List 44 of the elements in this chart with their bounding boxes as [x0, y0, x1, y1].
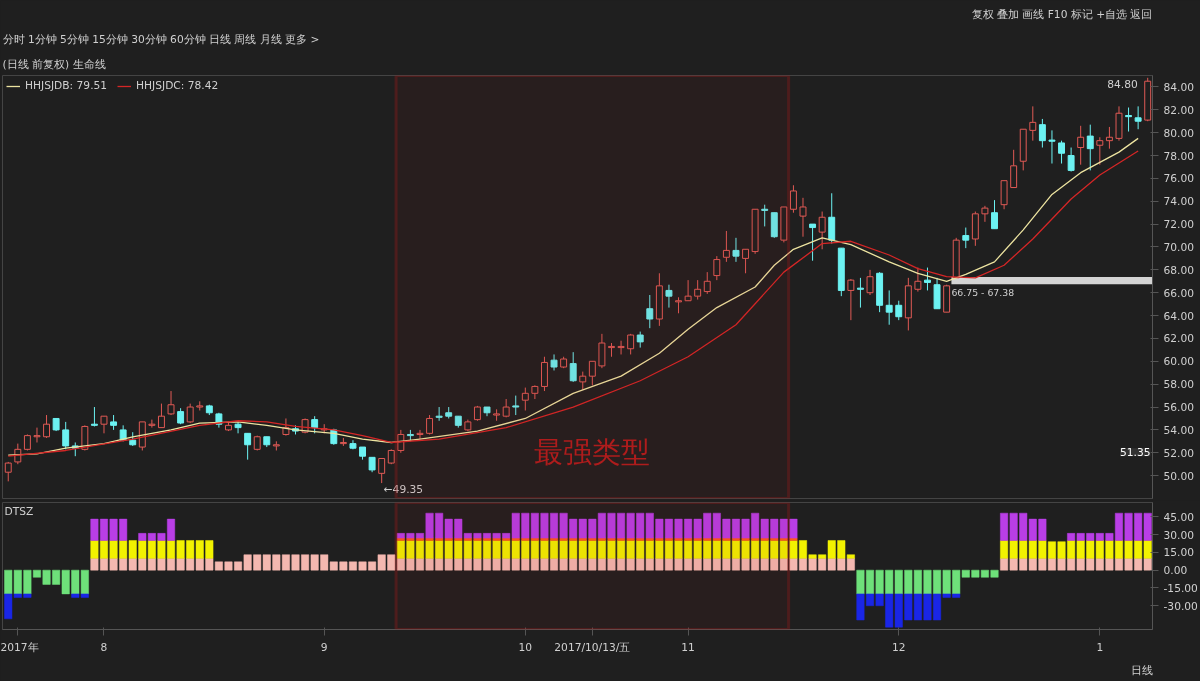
legend-label: HHJSJDB: 79.51 — [25, 79, 108, 92]
x-tick-label: 1 — [1096, 640, 1104, 654]
band-label: 66.75 - 67.38 — [951, 287, 1015, 299]
y-tick-label: 58.00 — [1163, 378, 1195, 392]
x-tick-label: 10 — [518, 640, 533, 654]
y-tick-label: 52.00 — [1163, 446, 1195, 460]
x-tick-label: 2017年 — [0, 640, 39, 654]
y-tick-label: 45.00 — [1163, 510, 1195, 524]
y-tick-label: 60.00 — [1163, 355, 1195, 369]
annotation: 51.35 — [1119, 446, 1151, 460]
y-tick-label: 78.00 — [1163, 149, 1195, 163]
x-tick-label: 12 — [891, 640, 906, 654]
x-tick-label: 8 — [100, 640, 108, 654]
legend-label: HHJSJDC: 78.42 — [136, 79, 219, 92]
y-tick-label: 82.00 — [1163, 103, 1195, 117]
y-tick-label: 62.00 — [1163, 332, 1195, 346]
x-tick-label: 2017/10/13/五 — [554, 640, 631, 654]
y-tick-label: 56.00 — [1163, 401, 1195, 415]
chart-title: DTSZ — [4, 504, 34, 518]
y-tick-label: 66.00 — [1163, 286, 1195, 300]
text: 日线 — [1130, 663, 1153, 677]
annotation: ←49.35 — [383, 483, 424, 497]
y-tick-label: 68.00 — [1163, 263, 1195, 277]
y-tick-label: 84.00 — [1163, 80, 1195, 94]
y-tick-label: 72.00 — [1163, 218, 1195, 232]
annotation: 84.80 — [1107, 77, 1138, 91]
y-tick-label: 70.00 — [1163, 240, 1195, 254]
text: 分时 1分钟 5分钟 15分钟 30分钟 60分钟 日线 周线 月线 更多 > — [2, 32, 320, 46]
chart-title: (日线 前复权) 生命线 — [2, 57, 106, 71]
y-tick-label: 80.00 — [1163, 126, 1195, 140]
text: 复权 叠加 画线 F10 标记 +自选 返回 — [971, 7, 1153, 21]
y-tick-label: 0.00 — [1163, 564, 1188, 578]
y-tick-label: -15.00 — [1163, 581, 1199, 595]
y-tick-label: 76.00 — [1163, 172, 1195, 186]
y-tick-label: 30.00 — [1163, 528, 1195, 542]
y-tick-label: 54.00 — [1163, 423, 1195, 437]
y-tick-label: 50.00 — [1163, 469, 1195, 483]
y-tick-label: 64.00 — [1163, 309, 1195, 323]
y-tick-label: 15.00 — [1163, 546, 1195, 560]
x-tick-label: 9 — [320, 640, 328, 654]
y-tick-label: 74.00 — [1163, 195, 1195, 209]
y-tick-label: -30.00 — [1163, 599, 1199, 613]
x-tick-label: 11 — [681, 640, 695, 654]
annotation: 最强类型 — [534, 434, 651, 469]
